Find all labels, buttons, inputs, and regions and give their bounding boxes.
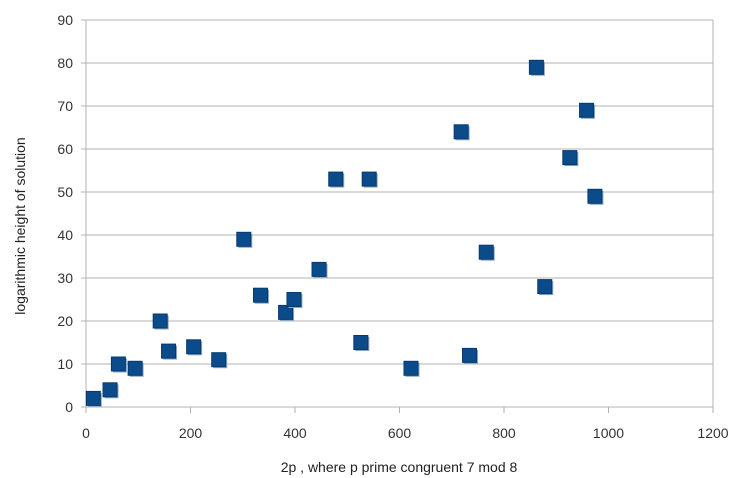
data-point-13 [328, 171, 345, 188]
data-point-marker [453, 124, 469, 140]
data-point-12 [311, 261, 328, 278]
data-point-marker [253, 287, 269, 303]
data-point-marker [286, 292, 302, 307]
data-point-21 [537, 279, 554, 296]
y-tick-labels: 0 10 20 30 40 50 60 70 80 90 [57, 12, 73, 415]
x-tick-label: 200 [179, 425, 203, 441]
data-point-3 [127, 360, 144, 377]
data-point-0 [85, 390, 102, 407]
data-point-marker [537, 279, 553, 295]
data-point-6 [186, 339, 203, 356]
data-point-18 [462, 347, 479, 364]
data-point-17 [453, 124, 470, 141]
data-point-20 [528, 59, 545, 76]
y-tick-label: 80 [57, 55, 73, 71]
x-tick-label: 0 [82, 425, 90, 441]
data-point-marker [127, 360, 143, 376]
grid-lines [86, 19, 713, 408]
data-point-24 [587, 188, 604, 205]
x-tick-label: 600 [388, 425, 412, 441]
data-point-1 [102, 382, 119, 399]
data-point-9 [253, 287, 270, 304]
data-point-marker [278, 304, 294, 320]
x-axis-label: 2p , where p prime congruent 7 mod 8 [281, 459, 518, 475]
data-point-marker [462, 347, 478, 363]
data-point-marker [562, 150, 578, 166]
data-point-16 [403, 360, 420, 377]
data-point-marker [361, 171, 377, 187]
y-tick-label: 0 [65, 399, 73, 415]
axes [81, 19, 714, 413]
data-point-marker [579, 102, 595, 118]
data-point-marker [110, 356, 126, 372]
data-point-8 [236, 231, 253, 248]
y-tick-label: 90 [57, 12, 73, 28]
y-axis-label: logarithmic height of solution [12, 137, 28, 314]
data-point-marker [85, 390, 101, 406]
data-point-4 [152, 313, 169, 330]
data-point-marker [403, 360, 419, 376]
data-point-10 [278, 304, 295, 321]
data-point-marker [328, 171, 344, 187]
data-point-19 [478, 244, 495, 261]
data-point-marker [353, 335, 369, 350]
data-point-marker [528, 59, 544, 75]
data-point-marker [311, 261, 327, 277]
data-point-14 [353, 335, 370, 351]
x-tick-labels: 0 200 400 600 800 1000 1200 [82, 425, 729, 441]
x-tick-label: 1200 [697, 425, 728, 441]
data-point-5 [161, 343, 178, 360]
data-point-11 [286, 292, 303, 308]
data-point-marker [152, 313, 168, 329]
x-tick-label: 400 [283, 425, 307, 441]
y-tick-label: 30 [57, 270, 73, 286]
data-point-marker [186, 339, 202, 355]
data-point-15 [361, 171, 378, 188]
data-points [85, 59, 604, 407]
x-tick-label: 1000 [593, 425, 624, 441]
data-point-marker [236, 231, 252, 247]
y-tick-label: 40 [57, 227, 73, 243]
data-point-marker [102, 382, 118, 398]
y-tick-label: 20 [57, 313, 73, 329]
x-tick-label: 800 [492, 425, 516, 441]
data-point-23 [579, 102, 596, 119]
data-point-7 [211, 352, 228, 369]
y-tick-label: 70 [57, 98, 73, 114]
y-tick-label: 60 [57, 141, 73, 157]
y-tick-label: 10 [57, 356, 73, 372]
data-point-22 [562, 150, 579, 167]
data-point-marker [587, 188, 603, 204]
data-point-marker [478, 244, 494, 260]
y-tick-label: 50 [57, 184, 73, 200]
data-point-marker [161, 343, 177, 359]
data-point-2 [110, 356, 127, 373]
data-point-marker [211, 352, 227, 368]
